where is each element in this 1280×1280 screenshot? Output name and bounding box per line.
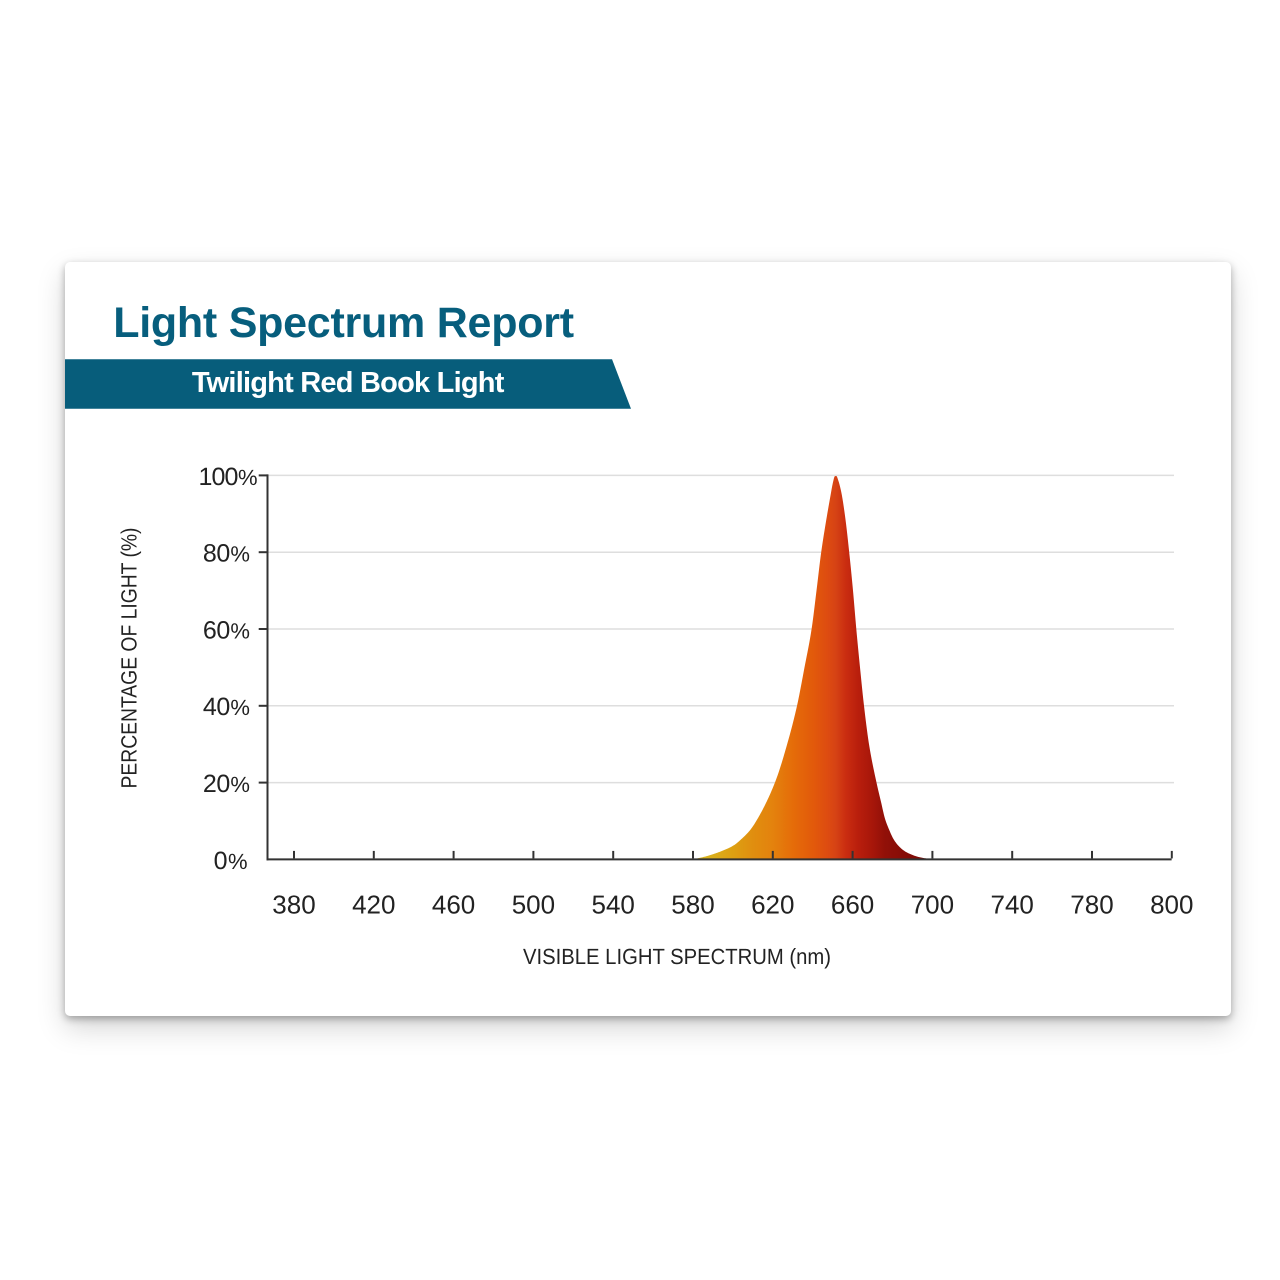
svg-text:380: 380 <box>272 890 315 920</box>
svg-text:620: 620 <box>751 890 794 920</box>
svg-text:80%: 80% <box>203 540 250 568</box>
svg-text:VISIBLE LIGHT SPECTRUM (nm): VISIBLE LIGHT SPECTRUM (nm) <box>523 944 831 969</box>
svg-text:660: 660 <box>831 890 874 920</box>
svg-text:580: 580 <box>671 890 714 920</box>
svg-text:100%: 100% <box>199 463 258 491</box>
svg-text:800: 800 <box>1150 890 1193 920</box>
svg-text:780: 780 <box>1070 890 1113 920</box>
svg-text:740: 740 <box>991 890 1034 920</box>
svg-text:460: 460 <box>432 890 475 920</box>
svg-text:20%: 20% <box>203 770 250 798</box>
svg-text:500: 500 <box>512 890 555 920</box>
svg-text:0%: 0% <box>214 847 248 875</box>
svg-text:540: 540 <box>592 890 635 920</box>
svg-text:60%: 60% <box>203 616 250 644</box>
svg-text:40%: 40% <box>203 693 250 721</box>
svg-text:420: 420 <box>352 890 395 920</box>
svg-text:PERCENTAGE OF LIGHT (%): PERCENTAGE OF LIGHT (%) <box>117 528 142 789</box>
svg-text:700: 700 <box>911 890 954 920</box>
